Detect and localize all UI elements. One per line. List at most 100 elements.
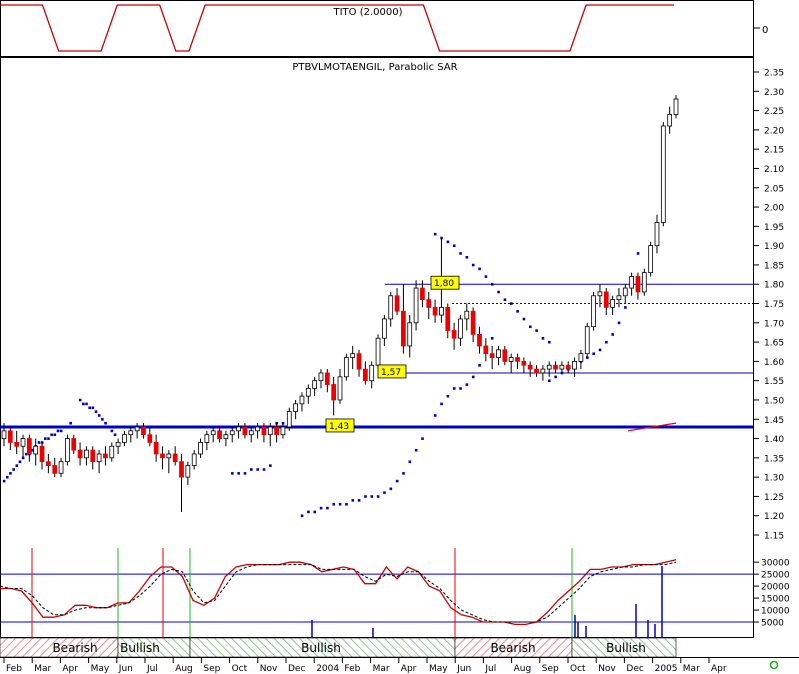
sar-dot [107,425,111,429]
x-axis-label: Sep [203,664,220,674]
candle-body [553,364,558,370]
x-axis-label: Nov [598,664,616,674]
sar-dot [37,441,41,444]
chart-frame [0,0,799,658]
candle-body [489,353,495,358]
sar-dot [408,460,412,464]
candle-body [26,438,32,455]
candle-body [229,430,235,436]
sar-dot [427,425,431,429]
volume-axis-label: 20000 [761,583,790,593]
price-axis-label: 1.40 [764,435,784,445]
x-axis-label: Aug [514,664,532,674]
sar-dot [471,375,475,379]
sar-dot [503,298,507,302]
candle-body [597,291,603,297]
sar-dot [15,464,19,467]
candle-body [147,434,153,443]
candle-body [185,465,191,478]
candle-body [109,445,115,459]
candle-body [578,353,584,362]
price-annotation: 1,80 [430,275,460,290]
sar-dot [402,472,405,475]
sar-dot [44,437,47,440]
candle-body [267,426,273,436]
sar-dot [345,502,348,506]
price-axis-label: 1.55 [764,377,784,387]
candle-body [629,276,634,289]
sar-dot [535,329,538,332]
candle-body [204,434,210,443]
candle-body [483,345,489,355]
sar-dot [478,364,481,367]
sar-dot [548,379,551,383]
price-axis-label: 2.10 [764,165,784,175]
candle-body [20,438,26,447]
sar-dot [231,472,234,475]
candle-body [641,272,647,293]
trend-band: Bullish [117,637,191,658]
sar-dot [490,283,494,286]
candle-body [616,295,622,301]
sar-dot [91,406,95,410]
price-axis-label: 1.80 [764,281,784,291]
candle-body [96,453,102,463]
candle-body [198,441,203,455]
candle-body [90,449,96,463]
sar-dot [617,321,621,325]
sar-dot [18,460,22,464]
candle-body [122,434,127,443]
candle-body [420,287,425,301]
sar-dot [21,456,25,460]
candle-body [274,426,279,436]
sar-dot [452,244,456,248]
sar-dot [351,499,355,502]
candle-body [312,380,318,389]
candle-body [286,411,292,428]
price-axis-label: 2.15 [764,146,784,156]
candle-body [280,426,286,436]
x-axis-label: Feb [344,664,360,674]
candle-body [356,353,362,370]
price-axis-label: 1.35 [764,454,784,464]
sar-dot [250,468,253,471]
candle-body [667,114,673,127]
candle-body [179,461,184,478]
indicator-line [0,4,674,52]
candle-body [413,287,419,324]
annotation-box [325,418,355,433]
x-axis-label: Apr [401,664,417,674]
price-axis-label: 2.35 [764,69,784,79]
sar-dot [104,421,107,425]
sar-dot [97,414,101,417]
price-axis: 1.15 1.20 1.25 1.30 1.35 1.40 1.45 1.50 1.55 1.60… [753,69,784,542]
sar-dot [383,491,386,494]
x-axis-label: Jul [146,664,158,674]
candle-body [584,326,590,355]
sar-dot [364,495,367,498]
candle-body [141,426,146,436]
sar-dot [56,429,60,433]
candle-body [261,426,267,436]
sar-dot [9,472,12,475]
candle-body [464,310,470,320]
annotation-box [430,275,460,290]
candle-body [394,295,400,312]
candle-body [223,434,229,439]
sar-dot [522,317,526,321]
candle-body [635,276,641,293]
price-annotations: 1,80 1,57 1,43 [325,275,460,433]
candle-body [439,306,444,316]
candle-body [445,306,451,331]
sar-dot [269,464,272,467]
volume-axis-label: 30000 [761,559,790,569]
x-axis-label: Apr [711,664,727,674]
sar-dot [509,302,513,305]
price-axis-label: 1.20 [764,512,784,522]
candle-body [591,295,596,328]
price-axis-label: 1.90 [764,242,784,252]
price-annotation: 1,43 [325,418,355,433]
x-axis-label: 2005 [655,664,678,674]
sar-dot [370,495,374,498]
candle-body [432,306,438,316]
